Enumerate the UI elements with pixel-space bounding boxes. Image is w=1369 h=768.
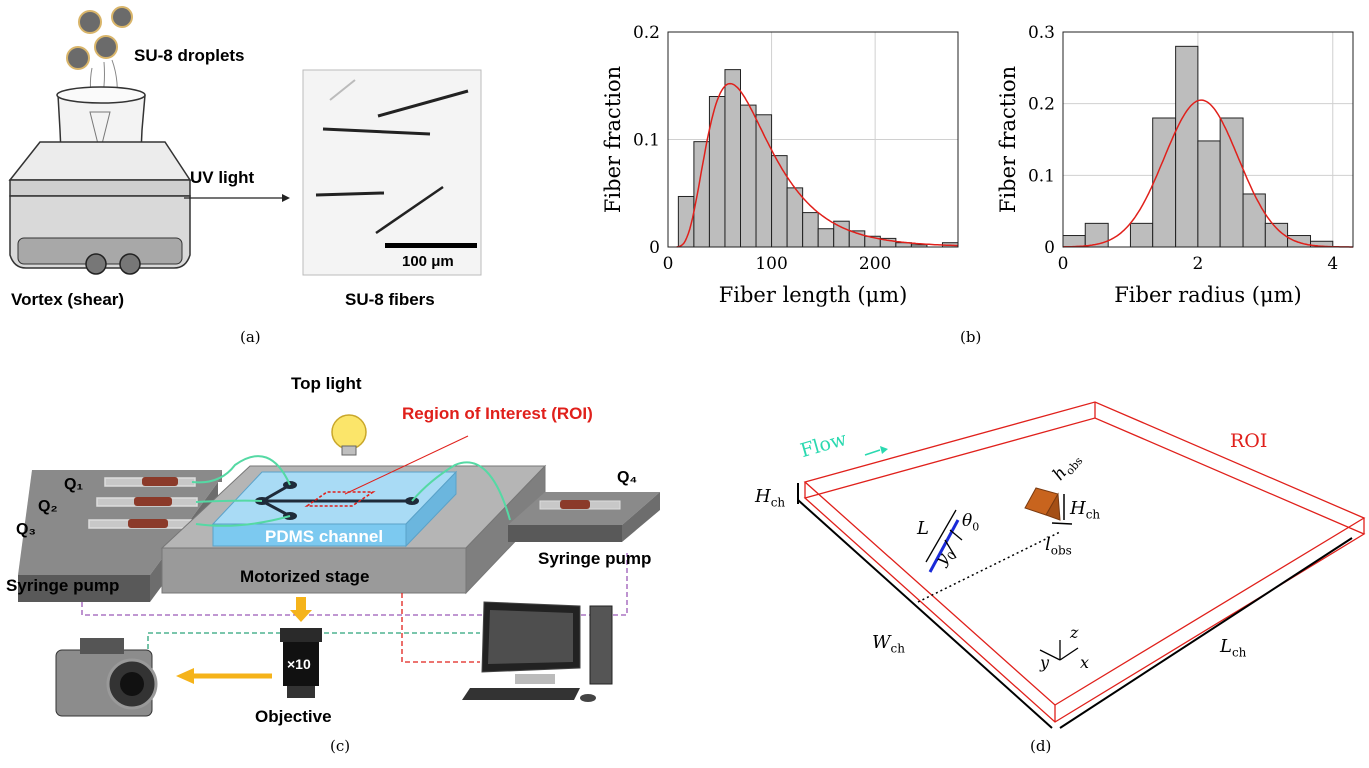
y-tick-label: 0	[649, 238, 660, 258]
light-down-arrow	[290, 597, 312, 622]
histogram-bar	[1175, 45, 1199, 248]
histogram-bar	[1242, 193, 1266, 248]
axis-x-label: x	[1080, 653, 1090, 672]
histogram-bar	[817, 228, 835, 248]
panel-b-caption: (b)	[960, 328, 982, 346]
fibers-label: SU-8 fibers	[345, 290, 435, 309]
plot-frame	[667, 31, 959, 248]
l-obs-label: lobs	[1045, 534, 1072, 558]
x-axis-label: Fiber length (μm)	[719, 283, 908, 307]
top-light-label: Top light	[291, 374, 362, 393]
fiber-micrograph	[302, 69, 482, 276]
camera-icon	[55, 638, 158, 717]
y-tick-label: 0.2	[633, 23, 660, 43]
histogram-bar	[1219, 117, 1244, 248]
scale-bar	[385, 243, 477, 248]
y-axis-label: Fiber fraction	[996, 66, 1020, 213]
y-tick-label: 0	[1044, 238, 1055, 258]
h-ch-label: Hch	[755, 486, 786, 510]
histogram-bar	[724, 69, 741, 248]
q1-label: Q₁	[64, 476, 84, 493]
y-tick-label: 0.2	[1028, 95, 1055, 115]
panel-c-caption: (c)	[330, 737, 351, 755]
histogram-bar	[740, 104, 757, 248]
histogram-bar	[1197, 140, 1221, 248]
computer-icon	[462, 601, 613, 702]
fit-curve	[1062, 99, 1353, 248]
roi-box	[803, 401, 1366, 723]
syringe-left-label: Syringe pump	[6, 576, 120, 595]
droplets-label: SU-8 droplets	[134, 46, 245, 65]
lightbulb-icon	[331, 414, 367, 456]
y0-reference-line	[917, 531, 1061, 603]
x-tick-label: 0	[1058, 254, 1069, 274]
objective-label: Objective	[255, 707, 332, 726]
histogram-bar	[771, 155, 788, 248]
q3-label: Q₃	[16, 521, 36, 538]
histogram-fiber-radius: 0 0.1 0.2 0.3 0 2 4 Fiber radius (μm) Fiber frac…	[996, 23, 1354, 307]
vortex-mixer-icon	[8, 86, 192, 275]
panel-a-caption: (a)	[240, 328, 261, 346]
panel-b: 0 0.1 0.2 0 100 200 Fiber length (μm) Fiber fra…	[590, 0, 1369, 355]
panel-d: Flow ROI Hch L θ0 y0 hobs Hch lobs Wch L…	[700, 370, 1369, 763]
syringe-right-label: Syringe pump	[538, 549, 652, 568]
uv-light-label: UV light	[190, 168, 255, 187]
axes-triad	[1039, 640, 1079, 661]
y-axis-label: Fiber fraction	[601, 66, 625, 213]
histogram-fiber-length: 0 0.1 0.2 0 100 200 Fiber length (μm) Fiber fra…	[601, 23, 959, 307]
x-tick-label: 4	[1327, 254, 1338, 274]
tubing	[191, 455, 511, 527]
roi-label-d: ROI	[1230, 430, 1268, 452]
objective-mag-label: ×10	[287, 656, 311, 672]
y-tick-label: 0.3	[1028, 23, 1055, 43]
panel-d-caption: (d)	[1030, 737, 1052, 755]
histogram-bar	[1062, 235, 1086, 248]
y-tick-label: 0.1	[1028, 166, 1055, 186]
dimension-arrows	[797, 483, 1353, 729]
control-lines	[81, 553, 628, 673]
x-tick-label: 100	[755, 254, 787, 274]
axis-z-label: z	[1070, 623, 1079, 642]
obstacle-icon	[1024, 487, 1061, 521]
scalebar-label: 100 μm	[402, 253, 454, 270]
plot-frame	[1062, 31, 1354, 248]
histogram-bar	[802, 212, 819, 248]
h-obs-height-label: Hch	[1070, 498, 1101, 522]
histogram-bar	[786, 187, 804, 248]
x-tick-label: 0	[663, 254, 674, 274]
vortex-label: Vortex (shear)	[11, 290, 125, 309]
fiber-icon	[928, 519, 960, 573]
w-ch-label: Wch	[872, 632, 905, 656]
roi-label: Region of Interest (ROI)	[402, 404, 593, 423]
fit-curve	[676, 82, 959, 248]
syringe-pump-right	[508, 492, 660, 542]
stage-label: Motorized stage	[240, 567, 370, 586]
panel-c: Top light Region of Interest (ROI) Q₁ Q₂…	[0, 370, 680, 763]
q4-label: Q₄	[617, 469, 638, 486]
histogram-bar	[1129, 222, 1154, 248]
pdms-channel	[211, 435, 469, 548]
pdms-label: PDMS channel	[265, 527, 384, 546]
fiber-length-label: L	[917, 518, 929, 539]
histogram-bar	[1287, 235, 1312, 248]
panel-a: SU-8 droplets UV light 100 μm Vortex (sh…	[0, 0, 520, 350]
q2-label: Q₂	[38, 498, 58, 515]
x-tick-label: 2	[1192, 254, 1203, 274]
uv-arrow	[184, 194, 290, 202]
l-ch-label: Lch	[1220, 636, 1247, 660]
x-tick-label: 200	[859, 254, 891, 274]
objective-icon	[280, 628, 322, 698]
theta0-label: θ0	[962, 511, 980, 534]
histogram-bar	[693, 141, 710, 248]
x-axis-label: Fiber radius (μm)	[1114, 283, 1302, 307]
y-tick-label: 0.1	[633, 131, 660, 151]
axis-y-label: y	[1040, 653, 1050, 672]
panel-a-illustration	[8, 6, 482, 276]
channel-schematic	[797, 401, 1366, 729]
panel-c-illustration	[18, 414, 660, 717]
